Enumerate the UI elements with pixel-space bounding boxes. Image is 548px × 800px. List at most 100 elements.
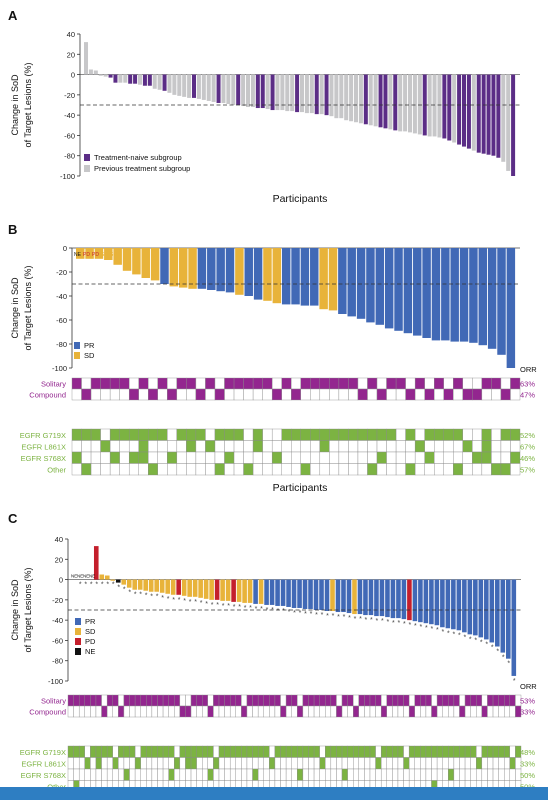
lesion-cell — [348, 388, 359, 401]
egfr-cell — [71, 428, 82, 441]
star-marker: * — [458, 632, 461, 639]
egfr-cell — [235, 768, 242, 781]
lesion-cell — [157, 377, 168, 390]
egfr-cell — [262, 463, 273, 476]
egfr-cell — [405, 428, 416, 441]
lesion-cell — [459, 694, 466, 707]
lesion-cell — [252, 377, 263, 390]
bar — [300, 74, 305, 113]
lesion-cell — [375, 694, 382, 707]
egfr-cell — [367, 463, 378, 476]
egfr-cell — [78, 768, 85, 781]
y-tick-label: 20 — [67, 50, 75, 59]
bar — [290, 74, 295, 112]
lesion-cell — [348, 377, 359, 390]
lesion-cell — [151, 705, 158, 718]
y-tick-label: -80 — [52, 657, 63, 666]
lesion-cell — [392, 694, 399, 707]
egfr-cell — [138, 440, 149, 453]
egfr-cell — [300, 463, 311, 476]
egfr-cell — [157, 745, 164, 758]
bar — [390, 579, 396, 619]
lesion-cell — [186, 377, 197, 390]
egfr-cell — [78, 757, 85, 770]
egfr-cell — [325, 768, 332, 781]
egfr-cell — [291, 745, 298, 758]
lesion-cell — [338, 388, 349, 401]
egfr-cell — [73, 757, 80, 770]
egfr-cell — [380, 757, 387, 770]
bar — [394, 248, 403, 331]
bar — [450, 248, 459, 342]
bar — [506, 248, 516, 368]
egfr-cell — [84, 745, 91, 758]
egfr-cell — [487, 768, 494, 781]
egfr-cell — [448, 745, 455, 758]
star-marker: * — [343, 614, 346, 621]
star-marker: * — [139, 592, 142, 599]
egfr-cell — [442, 745, 449, 758]
lesion-cell — [162, 705, 169, 718]
lesion-cell — [510, 377, 521, 390]
egfr-cell — [176, 463, 187, 476]
star-marker: * — [172, 597, 175, 604]
egfr-cell — [229, 745, 236, 758]
egfr-cell — [140, 745, 147, 758]
bar — [500, 579, 506, 653]
egfr-cell — [498, 768, 505, 781]
legend-label: Previous treatment subgroup — [94, 164, 190, 173]
bar — [418, 579, 423, 623]
bar — [211, 74, 216, 102]
lesion-cell — [280, 705, 287, 718]
bar — [108, 74, 113, 78]
bar — [487, 248, 497, 349]
lesion-cell — [73, 694, 80, 707]
star-marker: * — [238, 604, 241, 611]
egfr-cell — [405, 463, 416, 476]
bar — [363, 579, 368, 616]
egfr-cell — [364, 768, 371, 781]
egfr-cell — [434, 428, 444, 441]
egfr-cell — [392, 757, 399, 770]
bar — [221, 74, 226, 103]
egfr-cell — [81, 440, 92, 453]
star-marker: * — [304, 611, 307, 618]
egfr-cell — [313, 757, 320, 770]
egfr-cell — [218, 745, 225, 758]
egfr-cell — [380, 745, 387, 758]
bar — [447, 74, 452, 141]
bar-top-label: NE — [74, 252, 82, 258]
lesion-cell — [386, 377, 397, 390]
egfr-cell — [375, 745, 382, 758]
egfr-cell — [101, 757, 108, 770]
lesion-cell — [100, 377, 111, 390]
egfr-cell — [476, 768, 483, 781]
egfr-cell — [224, 451, 235, 464]
lesion-cell — [263, 705, 270, 718]
egfr-cell — [174, 768, 181, 781]
egfr-cell — [425, 745, 432, 758]
bar — [275, 74, 280, 111]
egfr-cell — [347, 745, 354, 758]
lesion-cell — [364, 705, 371, 718]
bar — [270, 74, 275, 111]
egfr-cell — [397, 768, 404, 781]
bar — [216, 74, 221, 103]
lesion-cell — [78, 705, 85, 718]
bar — [473, 579, 478, 636]
egfr-cell — [453, 451, 464, 464]
lesion-cell — [95, 694, 102, 707]
egfr-cell — [291, 463, 301, 476]
egfr-cell — [229, 768, 236, 781]
star-marker: * — [106, 582, 109, 589]
lesion-cell — [205, 388, 216, 401]
lesion-cell — [491, 388, 502, 401]
egfr-cell — [386, 463, 397, 476]
egfr-cell — [448, 757, 455, 770]
egfr-cell — [224, 440, 235, 453]
egfr-cell — [246, 745, 253, 758]
lesion-cell — [487, 694, 494, 707]
lesion-cell — [176, 388, 187, 401]
lesion-cell — [500, 377, 511, 390]
egfr-cell — [395, 428, 406, 441]
